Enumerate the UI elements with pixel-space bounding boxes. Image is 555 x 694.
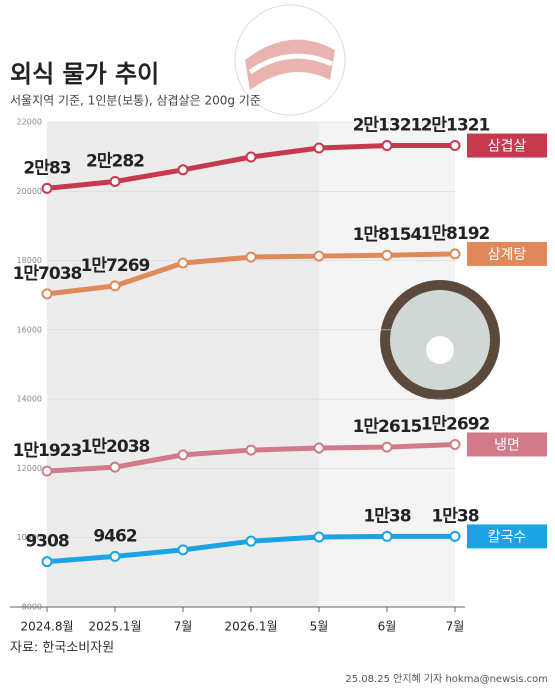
point: [381, 530, 393, 542]
x-tick-label: 6월: [378, 620, 397, 634]
point: [313, 531, 325, 543]
point: [41, 556, 53, 568]
noodle-illustration: [380, 280, 500, 400]
point: [313, 142, 325, 154]
series-label-box: [467, 524, 547, 549]
point: [41, 465, 53, 477]
y-tick-label: 18000: [17, 256, 42, 265]
value-label: 1만2615: [353, 417, 422, 437]
credit: 25.08.25 안지혜 기자 hokma@newsis.com: [345, 673, 548, 685]
point: [245, 251, 257, 263]
point: [313, 250, 325, 262]
series-label-box: [467, 241, 547, 266]
point: [109, 461, 121, 473]
source: 자료: 한국소비자원: [10, 641, 114, 656]
pork-illustration: [234, 4, 346, 116]
point: [449, 248, 461, 260]
series-name: 삼계탕: [488, 247, 527, 263]
x-tick-label: 7월: [174, 620, 193, 634]
point: [109, 280, 121, 292]
point: [109, 550, 121, 562]
point: [449, 530, 461, 542]
series-name: 삼겹살: [488, 139, 527, 155]
point: [381, 140, 393, 152]
point: [245, 151, 257, 163]
point: [177, 164, 189, 176]
value-label: 1만1923: [13, 441, 82, 461]
point: [313, 442, 325, 454]
y-tick-label: 20000: [17, 187, 42, 196]
value-label: 2만83: [23, 158, 70, 178]
value-label: 9308: [25, 532, 68, 552]
value-label: 2만1321: [421, 116, 490, 136]
value-label: 1만7269: [81, 256, 150, 276]
value-label: 1만38: [363, 506, 410, 526]
x-tick-label: 5월: [310, 620, 329, 634]
y-tick-label: 10000: [17, 533, 42, 542]
x-tick-label: 2024.8월: [20, 620, 73, 634]
point: [449, 140, 461, 152]
value-label: 1만8192: [421, 224, 490, 244]
x-tick-label: 7월: [446, 620, 465, 634]
point: [109, 176, 121, 188]
value-label: 1만38: [431, 506, 478, 526]
value-label: 9462: [93, 526, 136, 546]
series-name: 냉면: [494, 437, 520, 453]
y-tick-label: 22000: [17, 118, 42, 127]
point: [449, 438, 461, 450]
point: [381, 441, 393, 453]
point: [245, 444, 257, 456]
point: [245, 535, 257, 547]
x-tick-label: 2025.1월: [88, 620, 141, 634]
value-label: 1만2692: [421, 414, 490, 434]
y-tick-label: 12000: [17, 464, 42, 473]
value-label: 1만2038: [81, 437, 150, 457]
point: [41, 288, 53, 300]
series-label-box: [467, 432, 547, 457]
point: [41, 182, 53, 194]
point: [177, 544, 189, 556]
y-tick-label: 14000: [17, 395, 42, 404]
point: [177, 257, 189, 269]
series-name: 칼국수: [488, 529, 527, 545]
point: [381, 249, 393, 261]
value-label: 1만7038: [13, 264, 82, 284]
value-label: 1만8154: [353, 225, 423, 245]
chart-title: 외식 물가 추이: [10, 60, 159, 88]
point: [177, 449, 189, 461]
value-label: 2만1321: [353, 116, 422, 136]
chart-subtitle: 서울지역 기준, 1인분(보통), 삼겹살은 200g 기준: [10, 94, 261, 108]
series-label-box: [467, 133, 547, 158]
value-label: 2만282: [86, 152, 144, 172]
x-tick-label: 2026.1월: [224, 620, 277, 634]
y-tick-label: 16000: [17, 325, 42, 334]
